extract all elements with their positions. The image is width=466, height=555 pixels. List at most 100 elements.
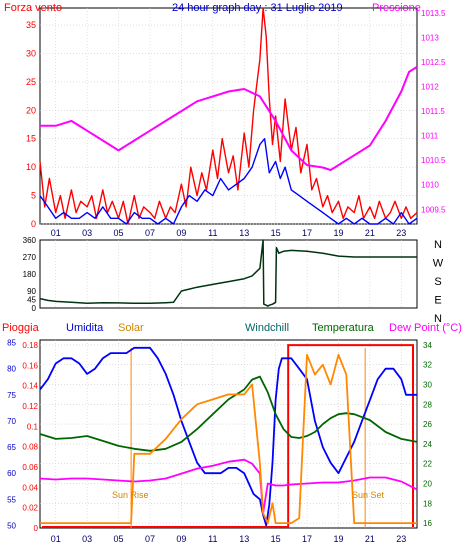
compass-label: E	[434, 295, 441, 307]
panel3-ytick-right: 30	[423, 381, 432, 390]
panel1-ytick-right: 1013	[421, 33, 439, 42]
panel2-series	[39, 239, 417, 307]
pioggia-label: Pioggia	[2, 322, 40, 334]
series-dew-point	[39, 458, 418, 515]
panel3-ytick-right: 32	[423, 361, 432, 370]
panel3-ytick-right: 24	[423, 440, 432, 449]
panel1-series	[39, 7, 418, 225]
dewpoint-label: Dew Point (°C)	[389, 322, 462, 334]
panel3-ytick-rain: 0.02	[22, 504, 38, 513]
panel3-ytick-humidity: 85	[7, 339, 16, 348]
panel1-xtick: 23	[396, 228, 406, 238]
panel3-ytick-right: 26	[423, 420, 432, 429]
panel3-ytick-right: 22	[423, 460, 432, 469]
panel1-ytick-left: 20	[26, 105, 36, 115]
series-forza-vento	[39, 7, 418, 225]
series-wind-gust-line	[39, 137, 418, 225]
compass-label: N	[434, 239, 442, 251]
panel3-ytick-humidity: 70	[7, 417, 16, 426]
panel2-ytick: 360	[23, 236, 37, 245]
panel2-ytick: 180	[23, 270, 37, 279]
panel2-ytick: 0	[32, 304, 37, 313]
panel1-xtick: 13	[239, 228, 249, 238]
wind-pressure-panel: 01 03 05 07 09 11 13 15 17 19 21 230510152025303510…	[4, 2, 446, 238]
panel3-ytick-rain: 0.18	[22, 341, 38, 350]
panel1-xtick: 05	[114, 228, 124, 238]
panel1-ytick-left: 15	[26, 134, 36, 144]
panel3-xtick: 13	[239, 534, 249, 544]
panel2-ytick: 45	[27, 296, 36, 305]
panel1-xtick: 09	[176, 228, 186, 238]
panel1-xtick: 21	[365, 228, 375, 238]
panel1-ytick-left: 10	[26, 162, 36, 172]
panel3-xtick: 09	[176, 534, 186, 544]
compass-label: N	[434, 313, 442, 325]
panel3-ytick-humidity: 55	[7, 495, 16, 504]
panel1-xtick: 19	[333, 228, 343, 238]
panel3-ytick-humidity: 75	[7, 391, 16, 400]
humidity-temperature-panel: 01 03 05 07 09 11 13 15 17 19 21 23 16 18 20 22 24 26 28 30…	[2, 322, 462, 544]
panel2-frame	[39, 239, 418, 309]
series-temperatura	[39, 375, 418, 452]
panel3-ytick-right: 16	[423, 519, 432, 528]
panel3-xtick: 19	[333, 534, 343, 544]
panel1-ytick-left: 25	[26, 77, 36, 87]
panel2-ytick: 270	[23, 253, 37, 262]
series-umidita	[39, 346, 417, 527]
series-pressione	[40, 66, 418, 171]
panel3-ticks: 01 03 05 07 09 11 13 15 17 19 21 23 16 18 20 22 24 26 28 30…	[7, 339, 432, 544]
panel3-xtick: 03	[82, 534, 92, 544]
panel3-ytick-rain: 0.06	[22, 463, 38, 472]
windchill-label: Windchill	[245, 322, 289, 334]
panel3-xtick: 15	[271, 534, 281, 544]
panel3-xtick: 07	[145, 534, 155, 544]
chart-title: 24 hour graph day : 31 Luglio 2019	[172, 2, 343, 14]
panel3-xtick: 21	[365, 534, 375, 544]
compass-label: W	[433, 258, 444, 270]
panel3-frame	[39, 339, 418, 529]
panel3-ytick-rain: 0.08	[22, 443, 38, 452]
panel3-ytick-rain: 0	[34, 524, 39, 533]
panel1-ytick-right: 1012	[421, 83, 439, 92]
panel1-ytick-right: 1010.5	[421, 156, 446, 165]
panel3-ytick-humidity: 60	[7, 469, 16, 478]
panel3-xtick: 23	[396, 534, 406, 544]
panel1-xtick: 17	[302, 228, 312, 238]
series-wind-direction	[39, 239, 417, 307]
panel3-ytick-rain: 0.16	[22, 361, 38, 370]
panel3-ytick-humidity: 50	[7, 521, 16, 530]
umidita-label: Umidita	[66, 322, 104, 334]
panel1-ytick-right: 1011	[421, 132, 439, 141]
panel1-ytick-left: 35	[26, 20, 36, 30]
panel1-ytick-left: 5	[31, 191, 36, 201]
panel3-xtick: 05	[114, 534, 124, 544]
panel3-ytick-rain: 0.04	[22, 483, 38, 492]
rain-accumulation-line	[42, 344, 414, 528]
panel3-grid	[40, 340, 417, 528]
panel3-series	[39, 344, 418, 528]
panel1-xtick: 07	[145, 228, 155, 238]
panel1-ytick-left: 30	[26, 48, 36, 58]
panel3-ytick-humidity: 65	[7, 443, 16, 452]
panel3-xtick: 17	[302, 534, 312, 544]
panel3-xtick: 11	[208, 534, 217, 544]
panel1-ytick-right: 1010	[421, 181, 439, 190]
panel3-ytick-right: 34	[423, 341, 432, 350]
panel1-ticks: 01 03 05 07 09 11 13 15 17 19 21 230510152025303510…	[26, 9, 446, 238]
left-axis-title: Forza vento	[4, 2, 62, 14]
panel3-xtick: 01	[51, 534, 61, 544]
panel1-ytick-right: 1011.5	[421, 107, 445, 116]
sun-rise-annotation: Sun Rise	[112, 490, 149, 500]
panel3-ytick-humidity: 80	[7, 365, 16, 374]
panel1-frame	[39, 7, 418, 225]
panel1-xtick: 03	[82, 228, 92, 238]
compass-label: S	[434, 276, 441, 288]
solar-label: Solar	[118, 322, 144, 334]
panel3-ytick-rain: 0.12	[22, 402, 38, 411]
right-axis-title: Pressione	[372, 2, 421, 14]
panel2-ytick: 90	[27, 287, 36, 296]
panel1-xtick: 15	[271, 228, 281, 238]
